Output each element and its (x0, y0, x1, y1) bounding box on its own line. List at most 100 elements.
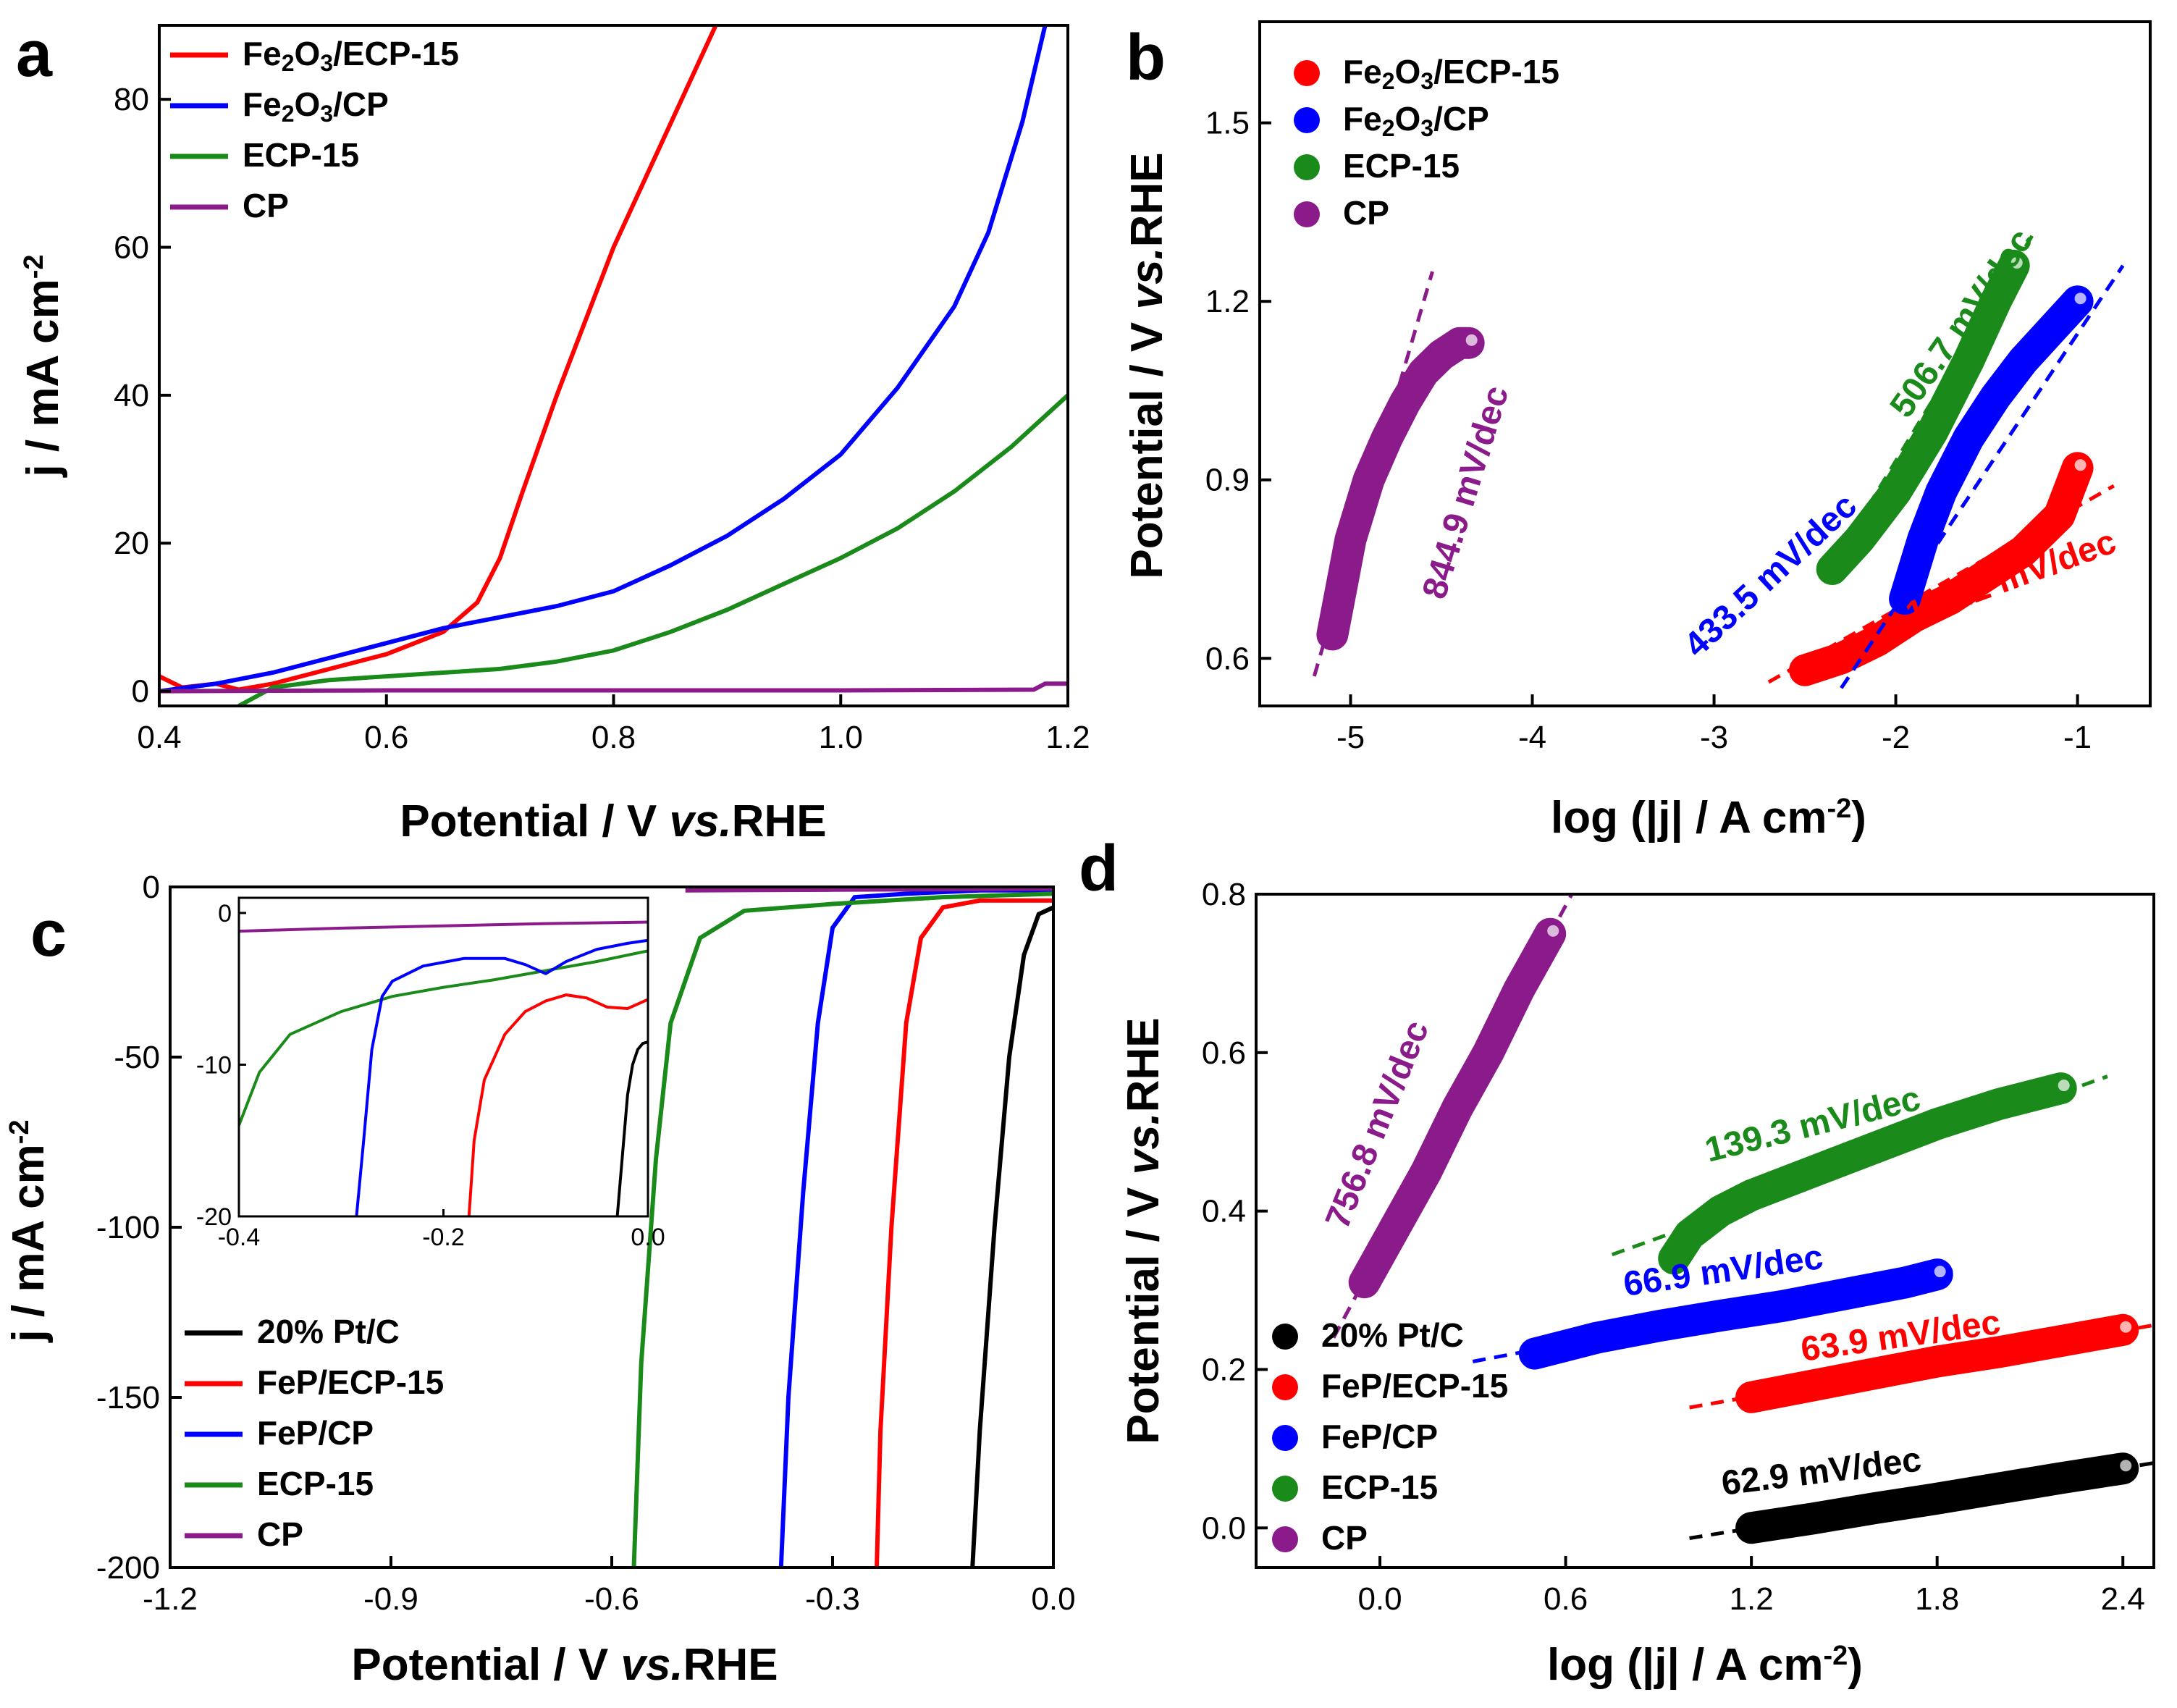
panel-c-y-tick-label: -50 (114, 1040, 160, 1075)
panel-d-plot-frame (1255, 893, 2155, 1569)
panel-d-y-tick-label: 0.8 (1202, 877, 1246, 912)
panel-a-y-axis-title: j / mA cm-2 (18, 254, 68, 477)
panel-b-point (1919, 419, 1945, 445)
panel-a-legend-label: ECP-15 (243, 136, 359, 174)
panel-a: 0.4 0.6 0.8 1.0 1.2 0 20 40 60 80 Potential / V vs… (16, 18, 1090, 846)
panel-b-point (1955, 348, 1982, 374)
panel-d-point (1862, 1494, 1889, 1521)
panel-d-point (1738, 1515, 1765, 1541)
panel-a-legend: Fe2O3/ECP-15 Fe2O3/CP ECP-15 CP (170, 35, 459, 224)
panel-d-legend-marker (1272, 1425, 1298, 1451)
panel-c-inset-series-FeP/ECP-15 (467, 993, 648, 1216)
panel-d-point (1645, 1313, 1672, 1339)
panel-c-series-FeP/ECP-15 (875, 898, 1053, 1568)
panel-b-point (1828, 645, 1855, 672)
panel-d-point (1707, 1303, 1734, 1329)
panel-c-series-20% Pt/C (970, 905, 1053, 1568)
panel-a-x-tick-label: 0.8 (591, 720, 636, 755)
panel-d-point (1924, 1485, 1950, 1512)
panel-d-legend-label: FeP/CP (1321, 1418, 1438, 1455)
panel-d-point (1506, 976, 1533, 1003)
panel-d-x-tick-label: 1.8 (1915, 1581, 1959, 1617)
panel-b-point (1910, 526, 1937, 552)
panel-d-x-tick-label: 0.0 (1357, 1581, 1402, 1617)
panel-d-point (1676, 1221, 1703, 1248)
panel-b-legend-marker (1294, 107, 1320, 133)
panel-b-highlight (2074, 293, 2087, 305)
panel-d: 0.0 0.6 1.2 1.8 2.40.00.20.40.60.862.9 mV/de… (1079, 833, 2155, 1691)
panel-b-y-tick-label: 1.2 (1205, 284, 1250, 319)
panel-b-y-tick-label: 0.9 (1205, 463, 1250, 498)
panel-c-inset-series-ECP-15 (239, 949, 648, 1127)
panel-c-series-FeP/CP (778, 888, 1053, 1568)
panel-b-x-tick-label: -2 (1882, 720, 1910, 755)
panel-d-point (1986, 1475, 2013, 1502)
panel-d-legend-marker (1272, 1476, 1298, 1502)
panel-b-x-axis-title: log (|j| / A cm-2) (1551, 793, 1866, 844)
panel-d-point (1738, 1384, 1765, 1410)
panel-d-highlight (2120, 1321, 2132, 1333)
panel-a-letter: a (16, 18, 53, 91)
panel-b-point (1937, 586, 1963, 613)
panel-a-x-tick-label: 0.4 (137, 720, 181, 755)
panel-d-point (1924, 1111, 1950, 1137)
panel-a-y-tick-label: 0 (132, 674, 149, 710)
panel-d-legend-label: ECP-15 (1321, 1468, 1438, 1506)
panel-a-series-Fe2O3/CP (159, 25, 1048, 694)
panel-b-legend-marker (1294, 201, 1320, 227)
panel-d-point (1800, 1158, 1827, 1185)
panel-b-fit-Fe2O3/CP (1840, 264, 2125, 689)
panel-b-point (2010, 538, 2037, 565)
panel-d-legend-marker (1272, 1374, 1298, 1400)
panel-b-y-axis-title: Potential / V vs.RHE (1122, 152, 1172, 579)
panel-d-y-tick-label: 0.6 (1202, 1035, 1246, 1071)
panel-d-point (1475, 1039, 1502, 1066)
panel-c-inset-series-FeP/CP (355, 938, 648, 1216)
panel-c-y-tick-label: -150 (96, 1380, 160, 1415)
panel-c-x-tick-label: -0.9 (363, 1581, 418, 1617)
panel-d-point (1986, 1339, 2013, 1366)
panel-a-legend-label: Fe2O3/CP (243, 85, 389, 127)
panel-a-legend-label: Fe2O3/ECP-15 (243, 35, 459, 76)
panel-c-y-tick-label: -100 (96, 1210, 160, 1245)
panel-c-x-tick-label: -1.2 (143, 1581, 198, 1617)
panel-c: -1.2 -0.9 -0.6 -0.3 0.00-50-100-150-200-0.4-… (4, 870, 1076, 1690)
panel-d-point (1738, 1182, 1765, 1208)
panel-d-point (1583, 1324, 1610, 1351)
panel-d-letter: d (1079, 833, 1119, 905)
panel-b-x-tick-label: -3 (1700, 720, 1728, 755)
panel-c-x-tick-label: -0.3 (805, 1581, 860, 1617)
panel-b-highlight (2010, 256, 2023, 269)
panel-b-legend: Fe2O3/ECP-15 Fe2O3/CP ECP-15 CP (1294, 53, 1559, 232)
panel-d-point (2047, 1465, 2074, 1492)
panel-d-legend-label: CP (1321, 1519, 1368, 1557)
panel-a-plot-frame (158, 24, 1069, 707)
panel-d-point (1831, 1281, 1858, 1308)
panel-b-point (2010, 348, 2037, 374)
panel-c-legend-label: FeP/CP (257, 1414, 374, 1452)
panel-a-x-tick-label: 0.6 (364, 720, 408, 755)
panel-d-highlight (1547, 925, 1559, 937)
panel-b-point (1955, 425, 1982, 452)
panel-d-x-axis-title: log (|j| / A cm-2) (1547, 1640, 1863, 1691)
panel-d-point (1892, 1269, 1919, 1296)
panel-a-x-tick-label: 1.2 (1045, 720, 1090, 755)
panel-c-legend-label: FeP/ECP-15 (257, 1363, 444, 1401)
panel-b-point (1892, 586, 1919, 613)
panel-b-point (1882, 479, 1909, 505)
panel-c-legend-label: ECP-15 (257, 1465, 374, 1502)
panel-d-highlight (2120, 1460, 2132, 1472)
panel-c-legend-label: CP (257, 1515, 303, 1553)
panel-b-y-tick-label: 1.5 (1205, 106, 1250, 141)
panel-b-point (1410, 359, 1436, 386)
panel-d-point (1986, 1090, 2013, 1117)
panel-b-plot-frame (1258, 20, 2152, 707)
panel-d-x-tick-label: 1.2 (1730, 1581, 1774, 1617)
panel-b-highlight (2074, 459, 2087, 471)
panel-b-point (1355, 466, 1382, 493)
panel-b-legend-label: Fe2O3/ECP-15 (1343, 53, 1559, 94)
panel-a-series-ECP-15 (237, 393, 1068, 706)
panel-a-series-CP (159, 681, 1068, 694)
panel-a-y-tick-label: 80 (114, 82, 149, 117)
